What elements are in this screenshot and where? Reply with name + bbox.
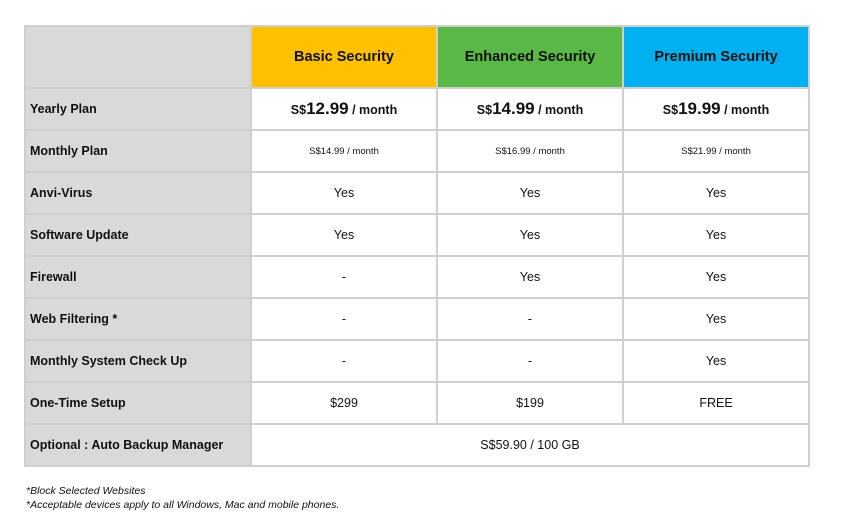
feature-value-basic: - — [250, 255, 438, 299]
row-label: Monthly Plan — [24, 129, 252, 173]
row-label: Yearly Plan — [24, 87, 252, 131]
row-label: Monthly System Check Up — [24, 339, 252, 383]
monthly-price-premium: S$21.99 / month — [622, 129, 810, 173]
row-label: One-Time Setup — [24, 381, 252, 425]
feature-row-firewall: Firewall - Yes Yes — [24, 255, 810, 299]
price-currency: S$ — [476, 103, 493, 117]
feature-value-enhanced: Yes — [436, 213, 624, 257]
feature-value-enhanced: - — [436, 297, 624, 341]
plan-header-enhanced: Enhanced Security — [436, 25, 624, 89]
feature-value-enhanced: $199 — [436, 381, 624, 425]
footnote-devices: *Acceptable devices apply to all Windows… — [26, 499, 340, 511]
row-label: Firewall — [24, 255, 252, 299]
yearly-price-enhanced: S$14.99 / month — [436, 87, 624, 131]
row-label: Web Filtering * — [24, 297, 252, 341]
feature-value-premium: Yes — [622, 255, 810, 299]
plan-header-basic: Basic Security — [250, 25, 438, 89]
row-label: Optional : Auto Backup Manager — [24, 423, 252, 467]
yearly-plan-row: Yearly Plan S$12.99 / month S$14.99 / mo… — [24, 87, 810, 131]
row-label: Software Update — [24, 213, 252, 257]
yearly-price-basic: S$12.99 / month — [250, 87, 438, 131]
pricing-table: Basic Security Enhanced Security Premium… — [24, 25, 810, 467]
price-period: / month — [720, 103, 770, 117]
feature-value-enhanced: Yes — [436, 255, 624, 299]
price-period: / month — [348, 103, 398, 117]
feature-row-software-update: Software Update Yes Yes Yes — [24, 213, 810, 257]
yearly-price-premium: S$19.99 / month — [622, 87, 810, 131]
feature-value-enhanced: Yes — [436, 171, 624, 215]
feature-row-system-check-up: Monthly System Check Up - - Yes — [24, 339, 810, 383]
plan-header-row: Basic Security Enhanced Security Premium… — [24, 25, 810, 89]
feature-row-anvi-virus: Anvi-Virus Yes Yes Yes — [24, 171, 810, 215]
plan-header-premium: Premium Security — [622, 25, 810, 89]
monthly-price-enhanced: S$16.99 / month — [436, 129, 624, 173]
optional-backup-row: Optional : Auto Backup Manager S$59.90 /… — [24, 423, 810, 467]
feature-value-premium: Yes — [622, 171, 810, 215]
footnotes: *Block Selected Websites *Acceptable dev… — [26, 484, 339, 512]
feature-value-basic: - — [250, 339, 438, 383]
row-label: Anvi-Virus — [24, 171, 252, 215]
optional-backup-value: S$59.90 / 100 GB — [250, 423, 810, 467]
feature-value-basic: - — [250, 297, 438, 341]
feature-value-premium: Yes — [622, 213, 810, 257]
footnote-web-filtering: *Block Selected Websites — [26, 485, 146, 497]
monthly-price-basic: S$14.99 / month — [250, 129, 438, 173]
feature-value-basic: $299 — [250, 381, 438, 425]
price-amount: 19.99 — [678, 99, 721, 118]
price-amount: 14.99 — [492, 99, 535, 118]
price-currency: S$ — [290, 103, 307, 117]
price-amount: 12.99 — [306, 99, 349, 118]
feature-value-premium: FREE — [622, 381, 810, 425]
feature-value-basic: Yes — [250, 213, 438, 257]
corner-cell — [24, 25, 252, 89]
feature-value-premium: Yes — [622, 297, 810, 341]
feature-row-one-time-setup: One-Time Setup $299 $199 FREE — [24, 381, 810, 425]
feature-value-basic: Yes — [250, 171, 438, 215]
price-period: / month — [534, 103, 584, 117]
price-currency: S$ — [662, 103, 679, 117]
feature-value-enhanced: - — [436, 339, 624, 383]
feature-value-premium: Yes — [622, 339, 810, 383]
monthly-plan-row: Monthly Plan S$14.99 / month S$16.99 / m… — [24, 129, 810, 173]
feature-row-web-filtering: Web Filtering * - - Yes — [24, 297, 810, 341]
